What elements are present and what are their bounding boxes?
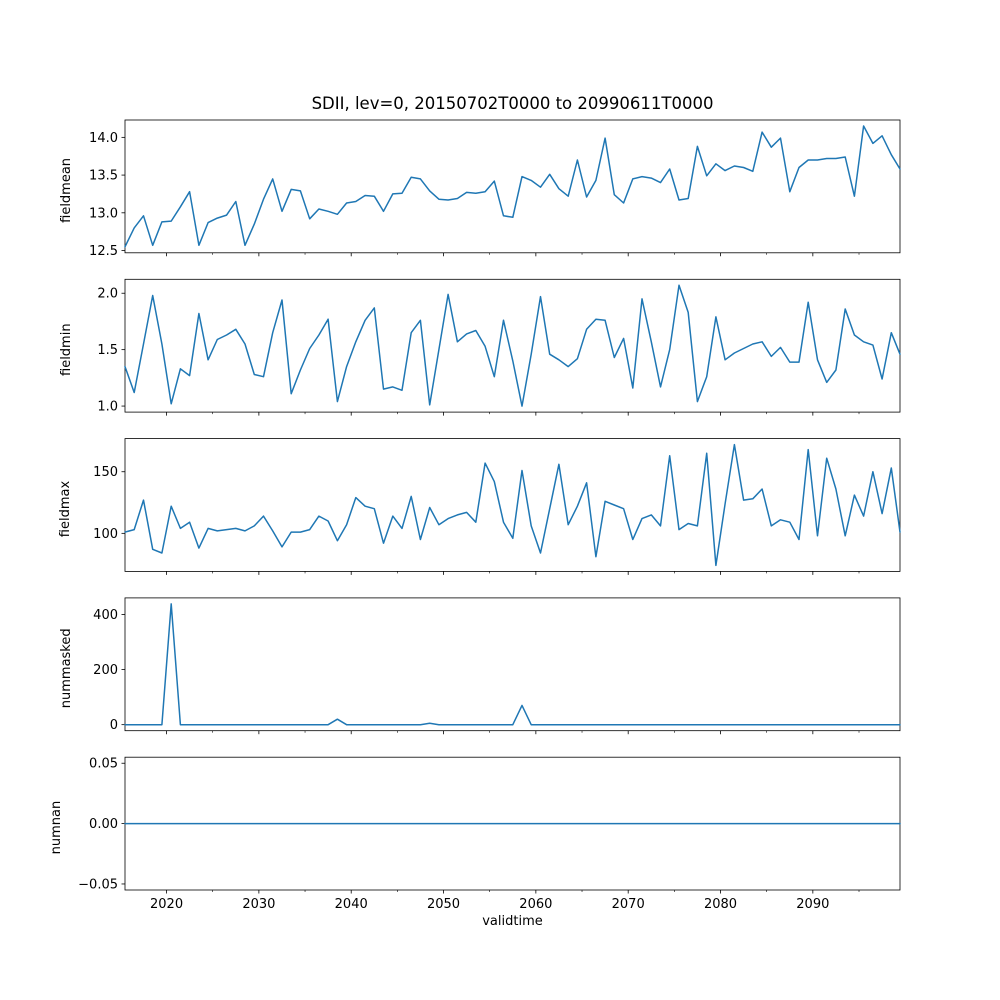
y-tick-label: 0.00 xyxy=(89,817,118,832)
data-line-fieldmean xyxy=(124,125,901,248)
figure-title: SDII, lev=0, 20150702T0000 to 20990611T0… xyxy=(312,94,714,113)
y-axis-label: nummasked xyxy=(59,628,74,708)
data-line-fieldmax xyxy=(124,443,901,567)
subplot-fieldmean: 12.5 13.0 13.5 14.0 fieldmean xyxy=(59,119,901,259)
x-tick-label: 2030 xyxy=(242,897,275,912)
x-tick-label: 2090 xyxy=(796,897,829,912)
axes-frame xyxy=(124,278,901,413)
y-tick-label: 150 xyxy=(93,465,118,480)
y-axis-label: fieldmean xyxy=(59,158,74,223)
y-tick-label: 1.5 xyxy=(97,343,118,358)
subplot-fieldmax: 100 150 fieldmax xyxy=(58,438,901,575)
y-tick-label: 0.05 xyxy=(89,757,118,772)
data-line-fieldmin xyxy=(124,284,901,407)
y-tick-label: 400 xyxy=(93,608,118,623)
subplot-fieldmin: 1.0 1.5 2.0 fieldmin xyxy=(59,278,901,416)
axes-frame xyxy=(124,119,901,254)
y-axis-label: numnan xyxy=(49,801,64,855)
y-tick-label: 14.0 xyxy=(89,131,118,146)
x-tick-label: 2020 xyxy=(150,897,183,912)
y-tick-label: 13.5 xyxy=(89,169,118,184)
y-tick-label: 200 xyxy=(93,663,118,678)
x-tick-label: 2040 xyxy=(335,897,368,912)
axes-frame xyxy=(124,438,901,572)
x-tick-label: 2060 xyxy=(519,897,552,912)
y-axis-label: fieldmax xyxy=(58,481,73,538)
x-tick-label: 2050 xyxy=(427,897,460,912)
axes-frame xyxy=(124,597,901,732)
y-tick-label: 0 xyxy=(110,718,118,733)
data-line-nummasked xyxy=(124,603,901,726)
x-tick-label: 2070 xyxy=(612,897,645,912)
y-tick-label: 12.5 xyxy=(89,244,118,259)
y-tick-label: 13.0 xyxy=(89,206,118,221)
y-tick-label: 1.0 xyxy=(97,400,118,415)
subplot-numnan: −0.05 0.00 0.05 2020 2030 2040 2050 2060 2070 208… xyxy=(49,757,901,912)
x-axis-label: validtime xyxy=(482,914,543,929)
subplot-nummasked: 0 200 400 nummasked xyxy=(59,597,901,735)
y-tick-label: −0.05 xyxy=(78,877,118,892)
y-axis-label: fieldmin xyxy=(59,323,74,376)
y-tick-label: 2.0 xyxy=(97,287,118,302)
y-tick-label: 100 xyxy=(93,527,118,542)
x-tick-label: 2080 xyxy=(704,897,737,912)
